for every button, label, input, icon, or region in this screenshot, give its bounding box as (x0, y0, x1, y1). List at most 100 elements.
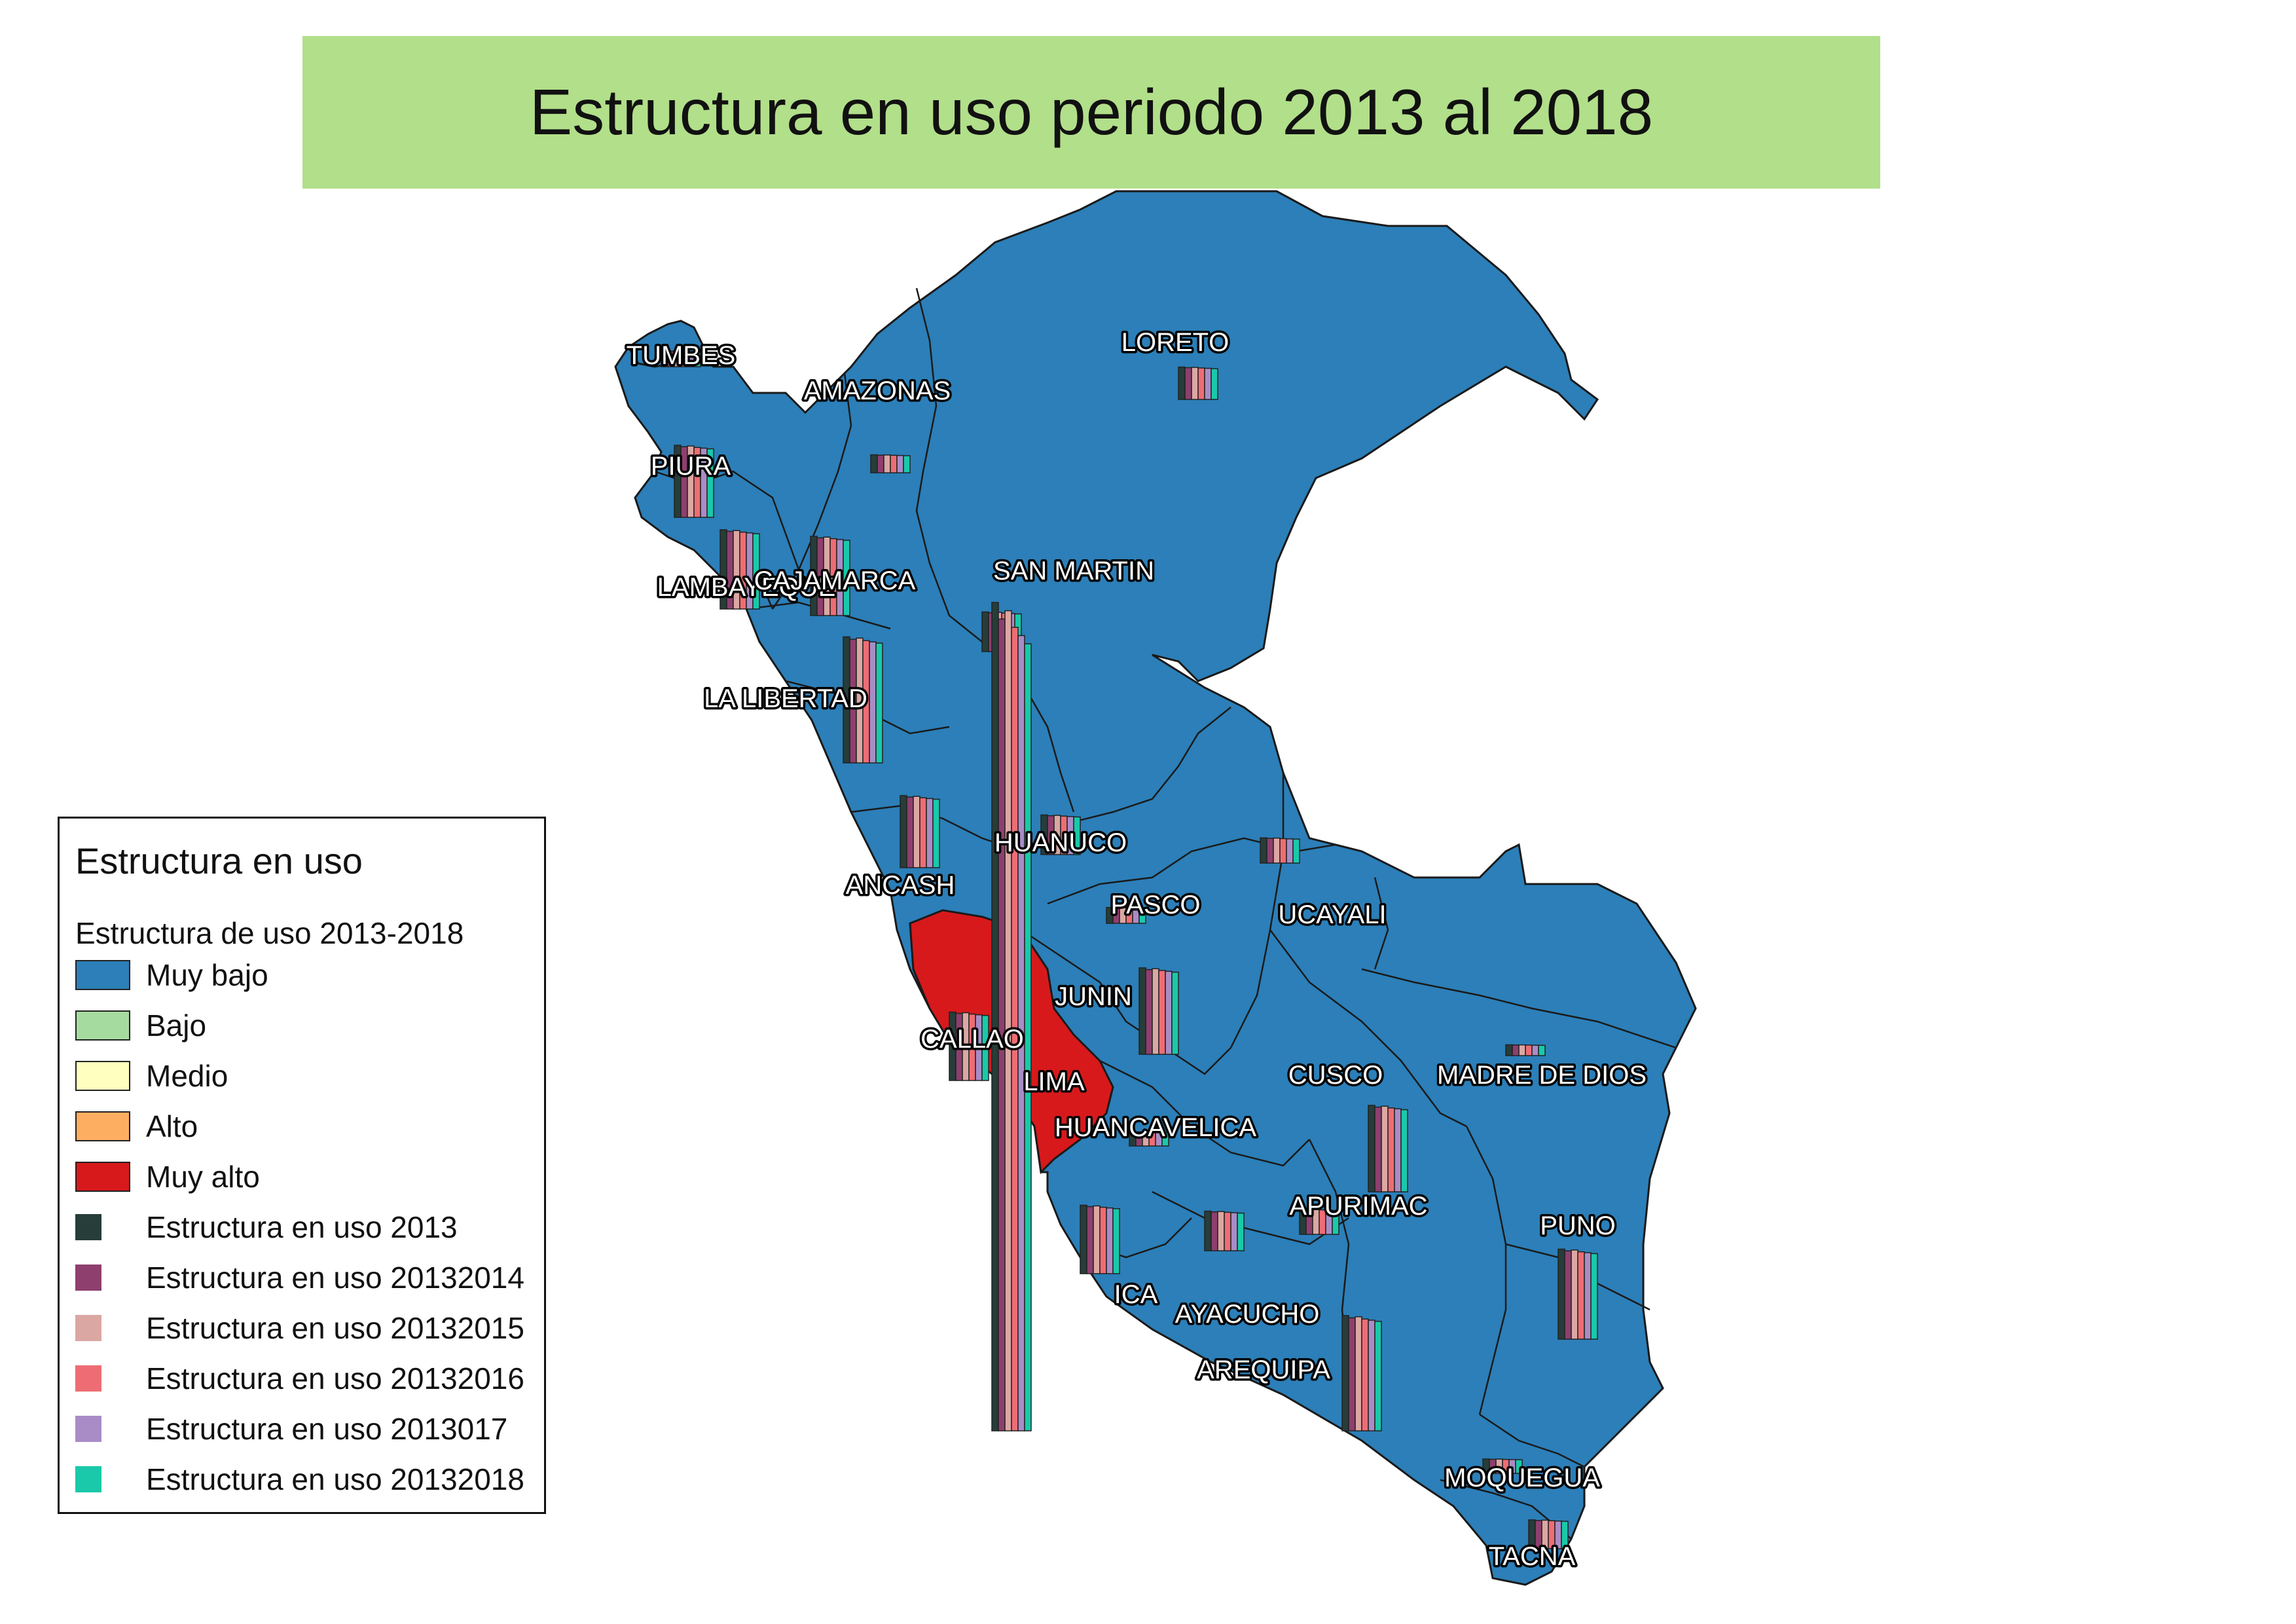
bar (1178, 366, 1186, 400)
bar (752, 533, 760, 610)
bar (1571, 1249, 1578, 1340)
department-label: AYACUCHO (1175, 1300, 1320, 1329)
bar (1279, 838, 1287, 864)
department-label: AREQUIPA (1197, 1356, 1330, 1384)
bar (919, 797, 927, 868)
bar (1381, 1105, 1389, 1192)
bar (913, 796, 920, 868)
department-label: CAJAMARCA (754, 566, 916, 595)
department-label: MOQUEGUA (1444, 1464, 1600, 1492)
department-label: LA LIBERTAD (704, 684, 867, 713)
bar (1518, 1044, 1526, 1056)
bar (1368, 1105, 1376, 1192)
department-borders (654, 287, 1677, 1540)
legend-label: Alto (146, 1109, 198, 1143)
legend-item-series-2014: Estructura en uso 20132014 (75, 1259, 524, 1297)
bar (1538, 1044, 1546, 1056)
bar (1273, 838, 1281, 864)
bar-cluster (900, 795, 940, 868)
bar-cluster (720, 529, 760, 610)
department-label: ICA (1114, 1280, 1158, 1309)
bar (900, 795, 907, 868)
bar (981, 1014, 989, 1081)
bar (1204, 1210, 1212, 1251)
bar (1224, 1211, 1231, 1251)
bar-cluster (1040, 814, 1081, 855)
bar (877, 454, 884, 473)
legend-swatch (75, 1365, 101, 1392)
legend-label: Muy alto (146, 1160, 260, 1194)
bar (926, 798, 934, 868)
title-banner: Estructura en uso periodo 2013 al 2018 (302, 36, 1880, 189)
legend-label: Medio (146, 1059, 228, 1093)
bar (1286, 838, 1294, 864)
bar (1590, 1253, 1598, 1340)
legend-item-bajo: Bajo (75, 1006, 206, 1044)
bar (1184, 367, 1192, 400)
bar (1558, 1248, 1565, 1340)
bar (1112, 1208, 1120, 1274)
bar-charts-layer (661, 350, 1598, 1549)
legend-label: Estructura en uso 20132018 (146, 1462, 524, 1496)
legend-swatch (75, 1315, 101, 1341)
bar (1531, 1044, 1539, 1056)
bar-cluster (949, 1011, 989, 1081)
bar (1341, 1315, 1349, 1431)
bar (1332, 1209, 1339, 1235)
department-label: LIMA (1023, 1067, 1085, 1096)
bar (1080, 1204, 1087, 1274)
bar (693, 351, 701, 367)
bar (1086, 1206, 1094, 1274)
legend-swatch (75, 1061, 130, 1091)
bar (1348, 1317, 1356, 1431)
bar (1355, 1316, 1362, 1431)
bar (1217, 1211, 1225, 1251)
legend-swatch (75, 1111, 130, 1141)
bar (1230, 1212, 1238, 1251)
bar (890, 454, 898, 473)
bar-cluster (1482, 1458, 1523, 1474)
department-label: UCAYALI (1278, 900, 1386, 929)
department-label: CALLAO (920, 1025, 1024, 1054)
bar (870, 454, 878, 473)
department-label: JUNIN (1055, 982, 1132, 1011)
legend-item-series-2013: Estructura en uso 2013 (75, 1208, 458, 1246)
bar (1145, 969, 1153, 1055)
legend-item-series-2018: Estructura en uso 20132018 (75, 1460, 524, 1498)
bar (1361, 1318, 1369, 1431)
legend-item-series-2015: Estructura en uso 20132015 (75, 1309, 524, 1347)
legend-swatch (75, 960, 130, 990)
bar (1374, 1321, 1382, 1431)
legend-item-series-2017: Estructura en uso 2013017 (75, 1410, 507, 1448)
legend-item-muy-bajo: Muy bajo (75, 956, 268, 994)
bar (1139, 908, 1146, 924)
department-label: SAN MARTIN (993, 557, 1154, 585)
bar (903, 455, 911, 473)
bar (1152, 968, 1159, 1055)
bar-cluster (1341, 1315, 1382, 1431)
bar (1211, 368, 1218, 400)
bar (1266, 838, 1274, 864)
bar-cluster (1129, 1131, 1169, 1147)
bar (869, 641, 877, 764)
legend-label: Estructura en uso 20132016 (146, 1361, 524, 1395)
department-label: AMAZONAS (804, 377, 951, 405)
bar (1106, 1207, 1114, 1274)
map-title: Estructura en uso periodo 2013 al 2018 (529, 76, 1654, 148)
bar (906, 796, 914, 868)
department-label: PASCO (1110, 891, 1200, 919)
legend-swatch (75, 1214, 101, 1240)
peru-outline (614, 190, 1697, 1586)
bar (875, 642, 883, 764)
bar (981, 611, 989, 652)
department-label: CUSCO (1288, 1061, 1383, 1090)
bar (706, 448, 714, 518)
bar-cluster (870, 454, 911, 473)
bar (1368, 1320, 1376, 1431)
legend-item-alto: Alto (75, 1107, 198, 1145)
bar (1512, 1044, 1520, 1056)
department-label: LAMBAYEQUE (657, 573, 836, 602)
legend-swatch (75, 1010, 130, 1041)
bar (991, 602, 999, 1431)
